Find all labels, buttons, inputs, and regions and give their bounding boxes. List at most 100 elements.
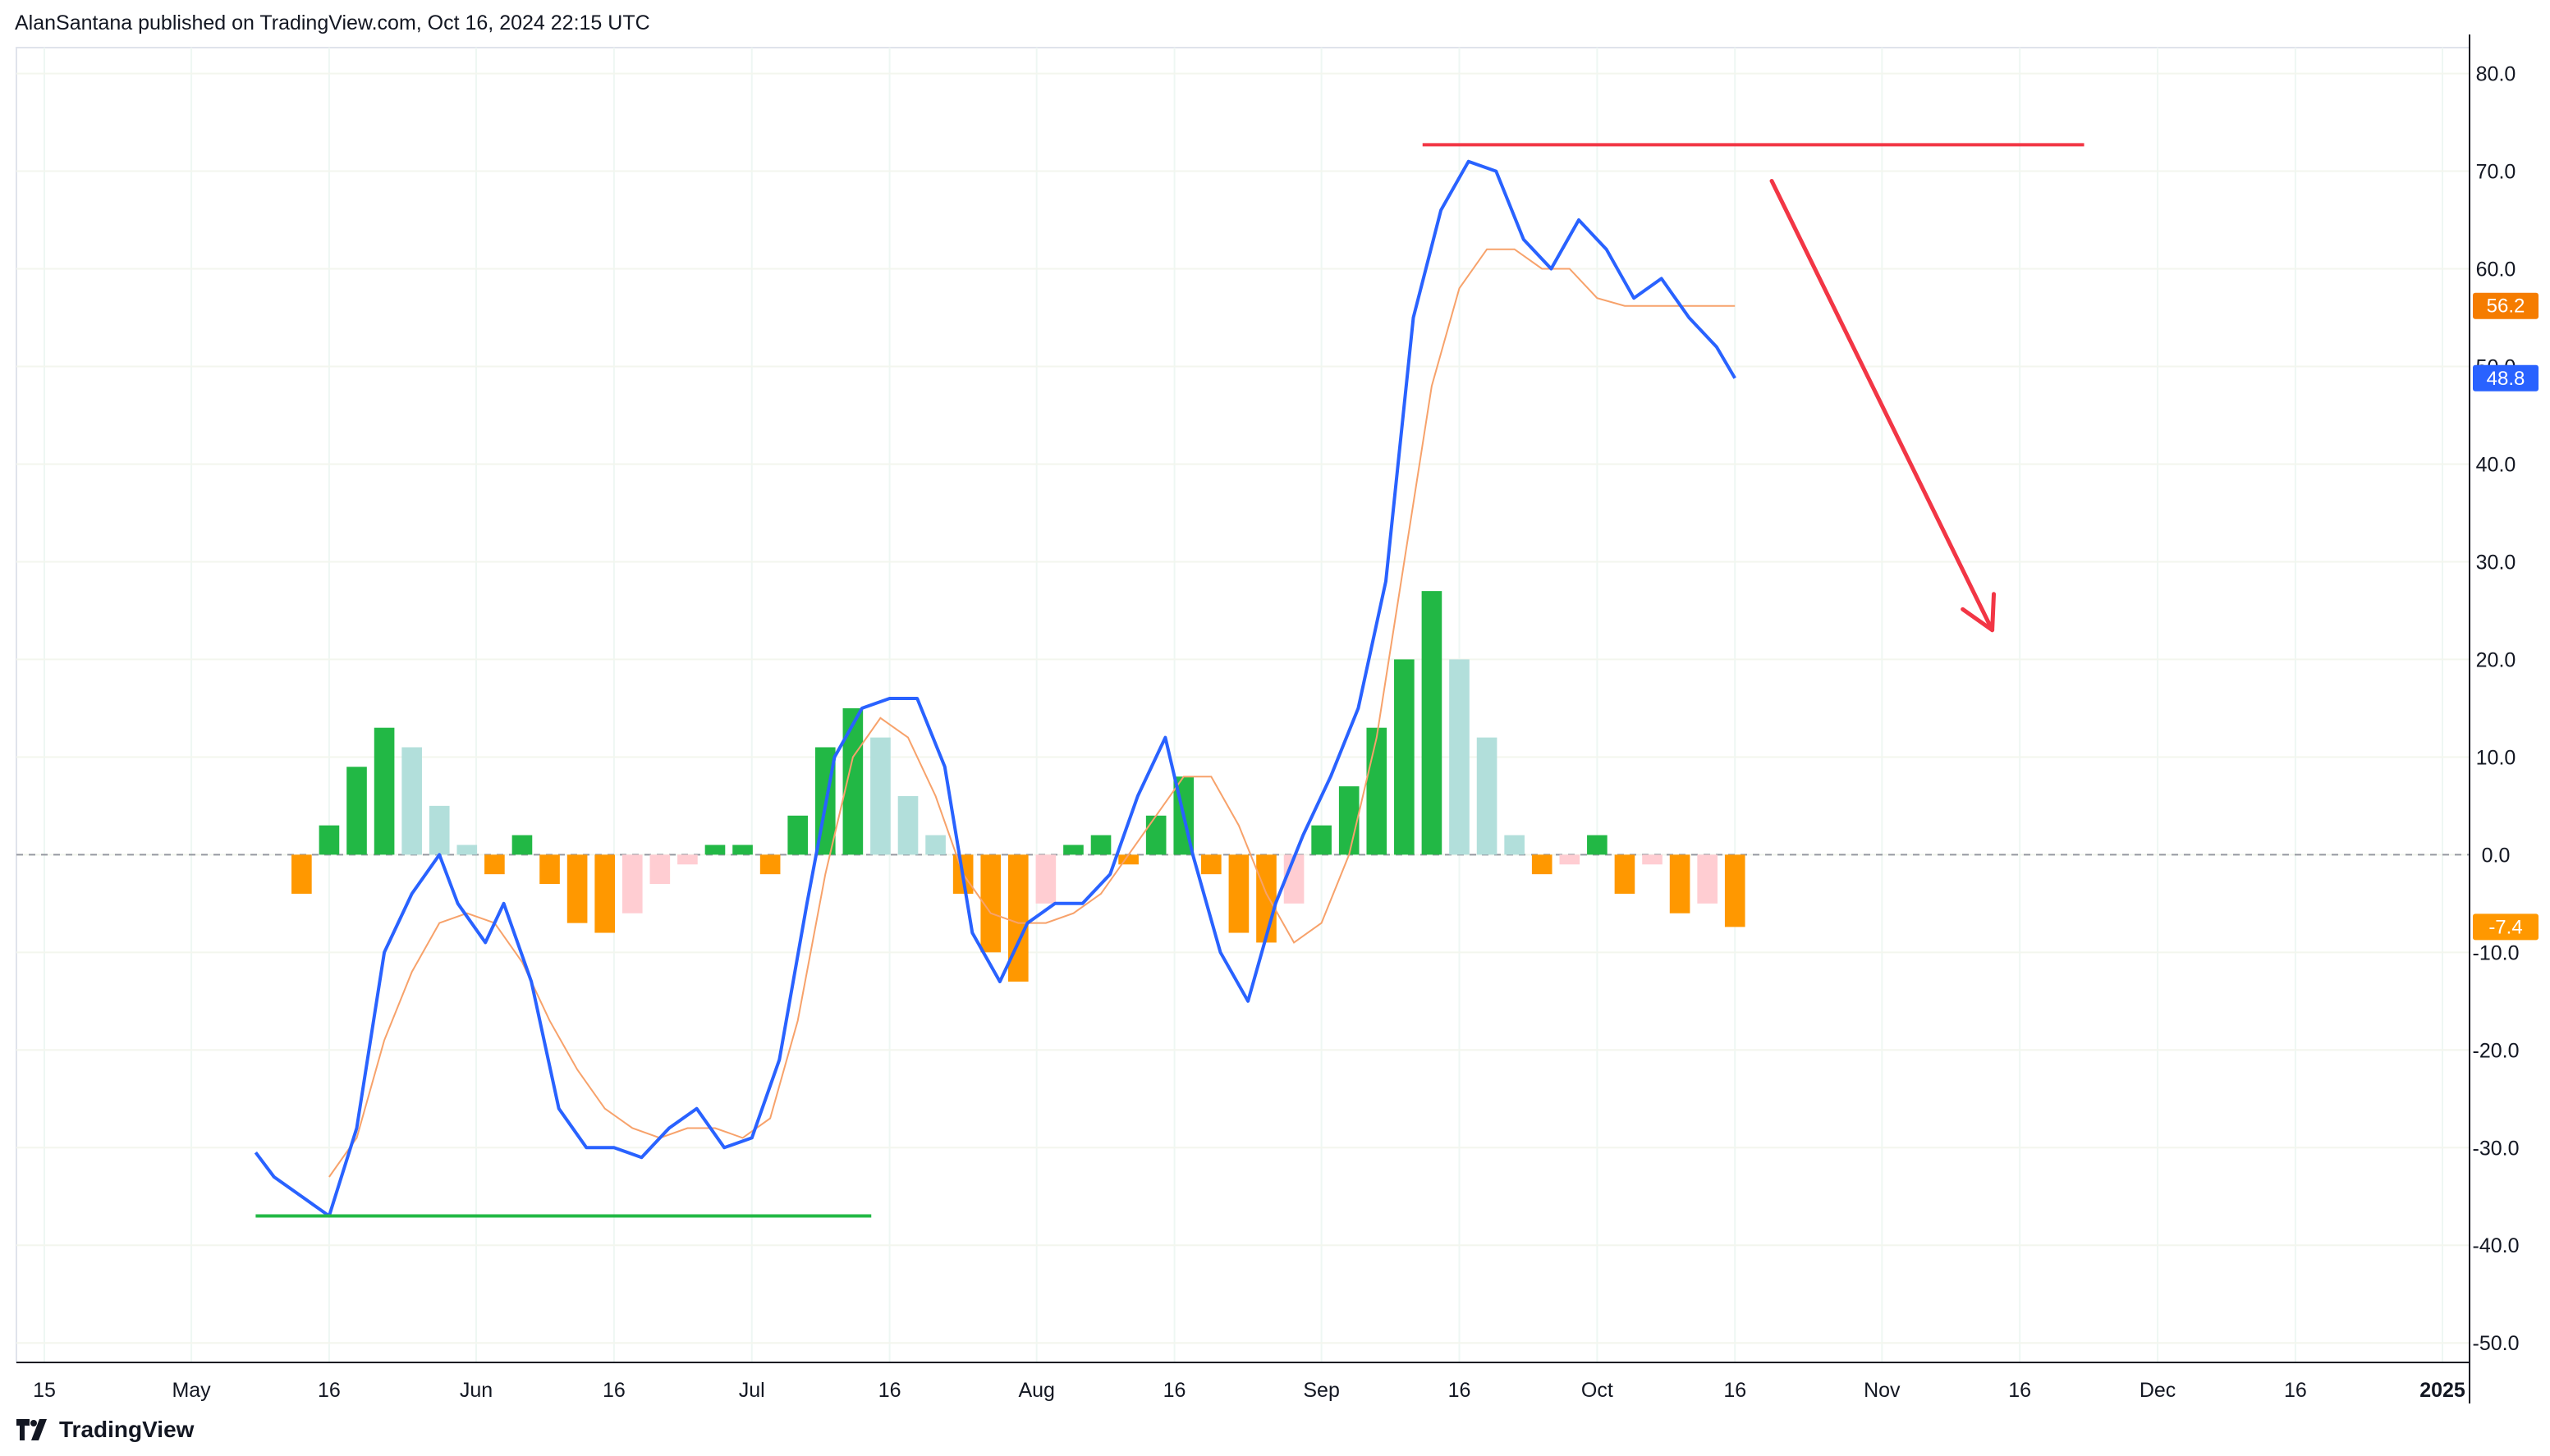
histogram-bar [621,854,643,913]
x-tick-label: 2025 [2419,1379,2465,1402]
arrow-shaft[interactable] [1769,178,1995,633]
histogram-bar [1063,845,1084,855]
y-tick-label: -20.0 [2473,1039,2520,1062]
histogram-bar [842,707,864,855]
histogram-bar [511,835,533,855]
histogram-bar [374,727,395,855]
footer: TradingView [15,1417,194,1443]
y-tick-label: -50.0 [2473,1332,2520,1355]
y-tick-label: 20.0 [2476,648,2516,671]
x-tick-label: 16 [1723,1379,1746,1402]
y-tick-label: 70.0 [2476,161,2516,184]
histogram-bar [1366,727,1387,855]
histogram-bar [1256,854,1277,943]
histogram-bar [1035,854,1057,904]
histogram-last-value-badge-bg [2473,913,2539,941]
x-tick-label: Dec [2140,1379,2176,1402]
x-tick-label: Jun [460,1379,493,1402]
histogram-bar [1201,854,1222,875]
histogram-bar [1587,835,1608,855]
histogram-bar [1614,854,1635,894]
histogram-bar [1145,815,1167,855]
brand-name: TradingView [59,1417,195,1442]
y-tick-label: -10.0 [2473,941,2520,964]
histogram-bar [566,854,588,923]
histogram-bar [1090,835,1112,855]
x-tick-label: Nov [1864,1379,1901,1402]
x-tick-label: 16 [878,1379,901,1402]
x-tick-label: Sep [1303,1379,1339,1402]
y-tick-label: 60.0 [2476,259,2516,282]
histogram-bar [484,854,505,875]
y-tick-label: 0.0 [2482,844,2511,867]
histogram-bar [704,845,726,855]
y-tick-label: 30.0 [2476,551,2516,574]
histogram-bar [429,805,450,855]
signal-last-value-badge: 56.2 [2487,295,2525,318]
histogram-bar [677,854,698,865]
signal-line [328,248,1736,1178]
histogram [291,591,1745,982]
axes: 15 May 16 Jun 16 Jul 16 Aug 16 Sep 16 Oct 16 Nov 16 Dec… [16,34,2519,1403]
arrow-head[interactable] [1961,592,1997,633]
histogram-bar [1531,854,1552,875]
x-tick-label: 16 [2008,1379,2031,1402]
x-tick-label: 16 [318,1379,341,1402]
histogram-bar [1311,825,1332,855]
x-tick-label: Oct [1581,1379,1613,1402]
plot-frame [16,47,2470,1363]
histogram-bar [925,835,946,855]
histogram-bar [401,747,422,855]
x-tick-label: 16 [1163,1379,1186,1402]
histogram-bar [1449,659,1470,855]
x-tick-label: 16 [2284,1379,2307,1402]
x-tick-label: May [172,1379,211,1402]
tradingview-logo-icon [16,1419,47,1440]
histogram-bar [1669,854,1690,913]
histogram-bar [1118,854,1139,865]
annotations[interactable] [255,143,2084,1218]
histogram-last-value-badge: -7.4 [2488,916,2522,938]
x-tick-label: 16 [1448,1379,1471,1402]
histogram-bar [1421,591,1442,855]
histogram-bar [319,825,340,855]
grid [16,47,2470,1363]
histogram-bar [1228,854,1250,933]
x-tick-label: Aug [1018,1379,1054,1402]
signal-last-value-badge-bg [2473,292,2539,319]
x-tick-label: 16 [603,1379,626,1402]
histogram-bar [539,854,560,885]
main-line [254,159,1736,1218]
histogram-bar [787,815,809,855]
histogram-bar [732,845,753,855]
histogram-bar [346,767,367,855]
histogram-bar [1338,786,1360,855]
histogram-bar [1559,854,1580,865]
histogram-bar [1283,854,1305,904]
y-tick-label: 10.0 [2476,746,2516,769]
histogram-bar [759,854,781,875]
histogram-bar [456,845,478,855]
y-tick-label: 40.0 [2476,453,2516,476]
main-last-value-badge: 48.8 [2487,368,2525,390]
last-value-badges: 56.2 48.8 -7.4 [2473,292,2539,941]
x-tick-label: Jul [739,1379,765,1402]
histogram-bar [1504,835,1525,855]
histogram-bar [1642,854,1663,865]
histogram-bar [870,737,891,855]
histogram-bar [1476,737,1497,855]
histogram-bar [1697,854,1718,904]
histogram-bar [1007,854,1029,982]
histogram-bar [1394,659,1415,855]
histogram-bar [594,854,615,933]
x-tick-label: 15 [33,1379,56,1402]
publish-info: AlanSantana published on TradingView.com… [15,11,650,34]
histogram-bar [1724,854,1745,927]
histogram-bar [897,795,919,855]
main-last-value-badge-bg [2473,364,2539,391]
histogram-bar [291,854,312,894]
y-tick-label: 80.0 [2476,63,2516,86]
y-tick-label: -30.0 [2473,1137,2520,1160]
histogram-bar [649,854,671,885]
